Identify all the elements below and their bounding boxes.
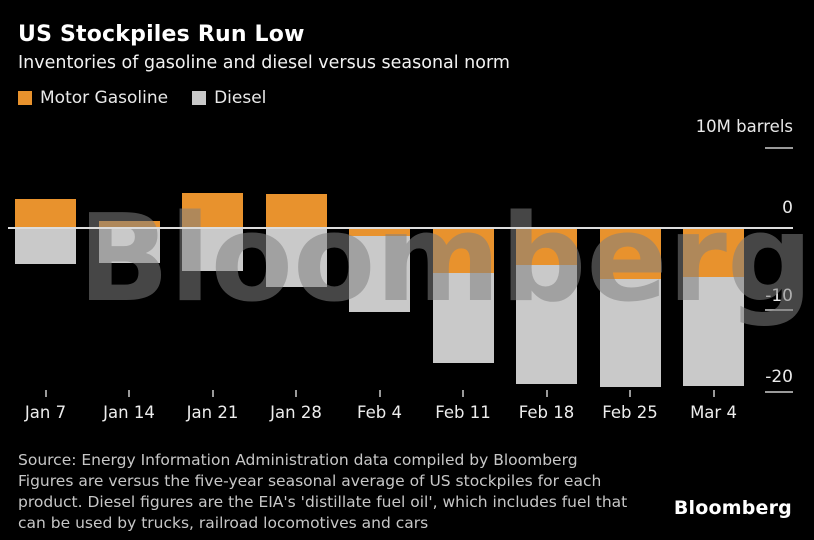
bar-diesel-jan-14 (98, 228, 160, 264)
chart-title: US Stockpiles Run Low (18, 22, 305, 47)
bar-gasoline-feb-18 (516, 228, 577, 265)
bar-diesel-mar-4 (683, 277, 744, 387)
y-tick-label-minus10: -10 (765, 286, 793, 306)
x-tick-label: Jan 7 (24, 403, 67, 422)
y-tick-mark-minus10 (765, 309, 793, 311)
x-tick-label: Jan 14 (103, 403, 155, 422)
x-tick-mark (462, 390, 464, 397)
x-tick-mark (629, 390, 631, 397)
bar-gasoline-feb-11 (432, 228, 494, 274)
bar-gasoline-jan-14 (98, 221, 160, 228)
x-tick-mark (295, 390, 297, 397)
x-tick-label: Feb 18 (518, 403, 575, 422)
legend-item-motor-gasoline: Motor Gasoline (18, 88, 168, 108)
source-line: can be used by trucks, railroad locomoti… (18, 514, 429, 532)
y-tick-label-0: 0 (782, 198, 793, 218)
legend-label-gasoline: Motor Gasoline (40, 88, 169, 108)
bloomberg-logo: Bloomberg (673, 497, 792, 519)
legend-swatch-diesel-icon (192, 91, 207, 105)
bar-gasoline-jan-28 (265, 193, 327, 228)
legend-item-diesel: Diesel (192, 88, 266, 108)
chart-subtitle: Inventories of gasoline and diesel versu… (18, 53, 510, 73)
y-axis-unit-tick (765, 147, 793, 149)
bar-gasoline-feb-25 (599, 228, 661, 279)
x-tick-mark (378, 390, 381, 397)
x-tick-mark (128, 390, 130, 397)
y-axis-unit-label: 10M barrels (695, 117, 793, 136)
x-tick-mark (44, 390, 47, 397)
bar-diesel-feb-25 (599, 278, 661, 388)
x-tick-mark (712, 390, 715, 397)
source-line: product. Diesel figures are the EIA's 'd… (18, 493, 628, 511)
bar-diesel-jan-28 (265, 228, 327, 288)
x-tick-label: Jan 28 (270, 403, 322, 422)
x-tick-label: Mar 4 (690, 403, 737, 422)
bar-diesel-feb-11 (432, 273, 494, 364)
bar-gasoline-mar-4 (683, 228, 744, 278)
source-line: Figures are versus the five-year seasona… (18, 472, 602, 490)
x-tick-label: Feb 25 (602, 403, 658, 422)
bar-gasoline-jan-7 (15, 199, 76, 228)
x-tick-label: Feb 4 (357, 403, 402, 422)
bar-diesel-feb-18 (516, 264, 577, 384)
bar-diesel-feb-4 (349, 236, 410, 313)
bar-diesel-jan-21 (182, 228, 243, 271)
y-tick-mark-minus20 (765, 391, 793, 393)
legend-label-diesel: Diesel (214, 88, 267, 108)
bar-gasoline-feb-4 (349, 228, 410, 237)
source-note: Source: Energy Information Administratio… (18, 450, 627, 534)
y-tick-label-minus20: -20 (765, 367, 793, 387)
legend-swatch-gasoline-icon (18, 91, 32, 105)
x-tick-label: Jan 21 (186, 403, 239, 422)
x-tick-mark (545, 390, 548, 397)
bar-diesel-jan-7 (15, 228, 76, 265)
legend: Motor Gasoline Diesel (18, 88, 266, 108)
bar-gasoline-jan-21 (182, 192, 243, 228)
source-line: Source: Energy Information Administratio… (18, 451, 578, 469)
x-tick-label: Feb 11 (435, 403, 491, 422)
zero-axis-line (8, 227, 793, 229)
x-tick-mark (211, 390, 214, 397)
